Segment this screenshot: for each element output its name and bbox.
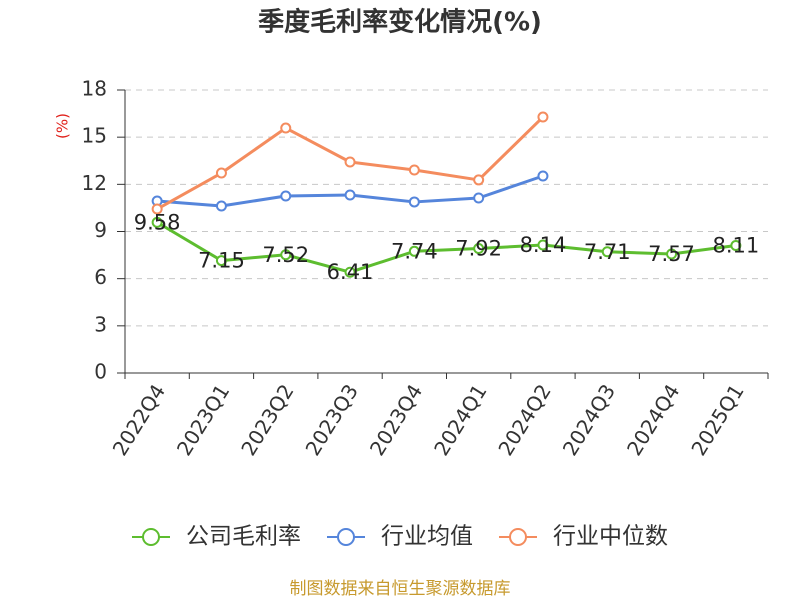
data-point-marker [730, 239, 742, 251]
data-point-marker [215, 255, 227, 267]
gridlines [125, 89, 768, 327]
data-label: 7.71 [584, 240, 631, 264]
data-point-marker [280, 249, 292, 261]
data-label: 7.57 [648, 242, 695, 266]
data-point-marker [151, 203, 163, 215]
data-label: 8.11 [712, 233, 759, 257]
data-point-marker [473, 192, 485, 204]
x-tick-label: 2023Q3 [301, 380, 363, 460]
legend: 公司毛利率 行业均值 行业中位数 [132, 524, 668, 550]
data-label: 9.58 [134, 210, 181, 234]
data-point-marker [408, 245, 420, 257]
legend-marker-icon [337, 528, 355, 546]
x-tick-label: 2023Q1 [172, 380, 234, 460]
data-point-marker [666, 248, 678, 260]
x-tick-label: 2022Q4 [108, 380, 170, 460]
data-label: 7.74 [391, 239, 438, 263]
data-point-marker [408, 196, 420, 208]
x-tick-label: 2024Q3 [558, 380, 620, 460]
data-point-marker [344, 156, 356, 168]
legend-marker-icon [509, 528, 527, 546]
x-tick-label: 2024Q2 [493, 380, 555, 460]
x-tick-label: 2023Q4 [365, 380, 427, 460]
y-axis-label: (%) [54, 113, 72, 139]
data-point-marker [473, 242, 485, 254]
y-tick-label: 9 [94, 218, 107, 242]
data-label: 7.15 [198, 249, 245, 273]
legend-item: 行业中位数 [499, 524, 668, 550]
data-point-marker [344, 266, 356, 278]
y-tick-label: 15 [82, 124, 107, 148]
y-tick-label: 0 [94, 360, 107, 384]
y-tick-label: 3 [94, 312, 107, 336]
data-point-marker [473, 174, 485, 186]
y-tick-label: 18 [82, 77, 107, 101]
data-point-marker [537, 111, 549, 123]
data-label: 7.52 [262, 243, 309, 267]
legend-label: 公司毛利率 [186, 524, 301, 550]
data-point-marker [537, 239, 549, 251]
legend-item: 行业均值 [327, 524, 473, 550]
legend-label: 行业中位数 [553, 524, 668, 550]
x-tick-label: 2025Q1 [686, 380, 748, 460]
data-point-marker [280, 190, 292, 202]
data-point-marker [601, 246, 613, 258]
data-point-marker [280, 122, 292, 134]
x-tick-label: 2024Q1 [429, 380, 491, 460]
data-point-marker [408, 164, 420, 176]
legend-label: 行业均值 [381, 524, 473, 550]
y-tick-label: 12 [82, 171, 107, 195]
data-point-marker [215, 167, 227, 179]
data-label: 8.14 [520, 233, 567, 257]
data-labels: 9.58 7.15 7.52 6.41 7.74 7.92 8.14 7.71 7.57 8.11 [134, 210, 759, 284]
series-line-0 [155, 220, 738, 274]
x-tick-label: 2024Q4 [622, 380, 684, 460]
source-note: 制图数据来自恒生聚源数据库 [290, 579, 511, 599]
data-label: 7.92 [455, 236, 502, 260]
y-tick-label: 6 [94, 265, 107, 289]
series-lines [151, 111, 742, 278]
axes: 0 3 6 9 12 15 18 2022Q4 2023Q1 2023Q2 2023Q3 2023Q4… [82, 77, 769, 460]
data-point-marker [151, 216, 163, 228]
chart-title: 季度毛利率变化情况(%) [258, 7, 542, 38]
data-point-marker [215, 200, 227, 212]
data-label: 6.41 [327, 260, 374, 284]
legend-marker-icon [142, 528, 160, 546]
data-point-marker [344, 189, 356, 201]
x-tick-label: 2023Q2 [236, 380, 298, 460]
legend-item: 公司毛利率 [132, 524, 301, 550]
data-point-marker [537, 170, 549, 182]
